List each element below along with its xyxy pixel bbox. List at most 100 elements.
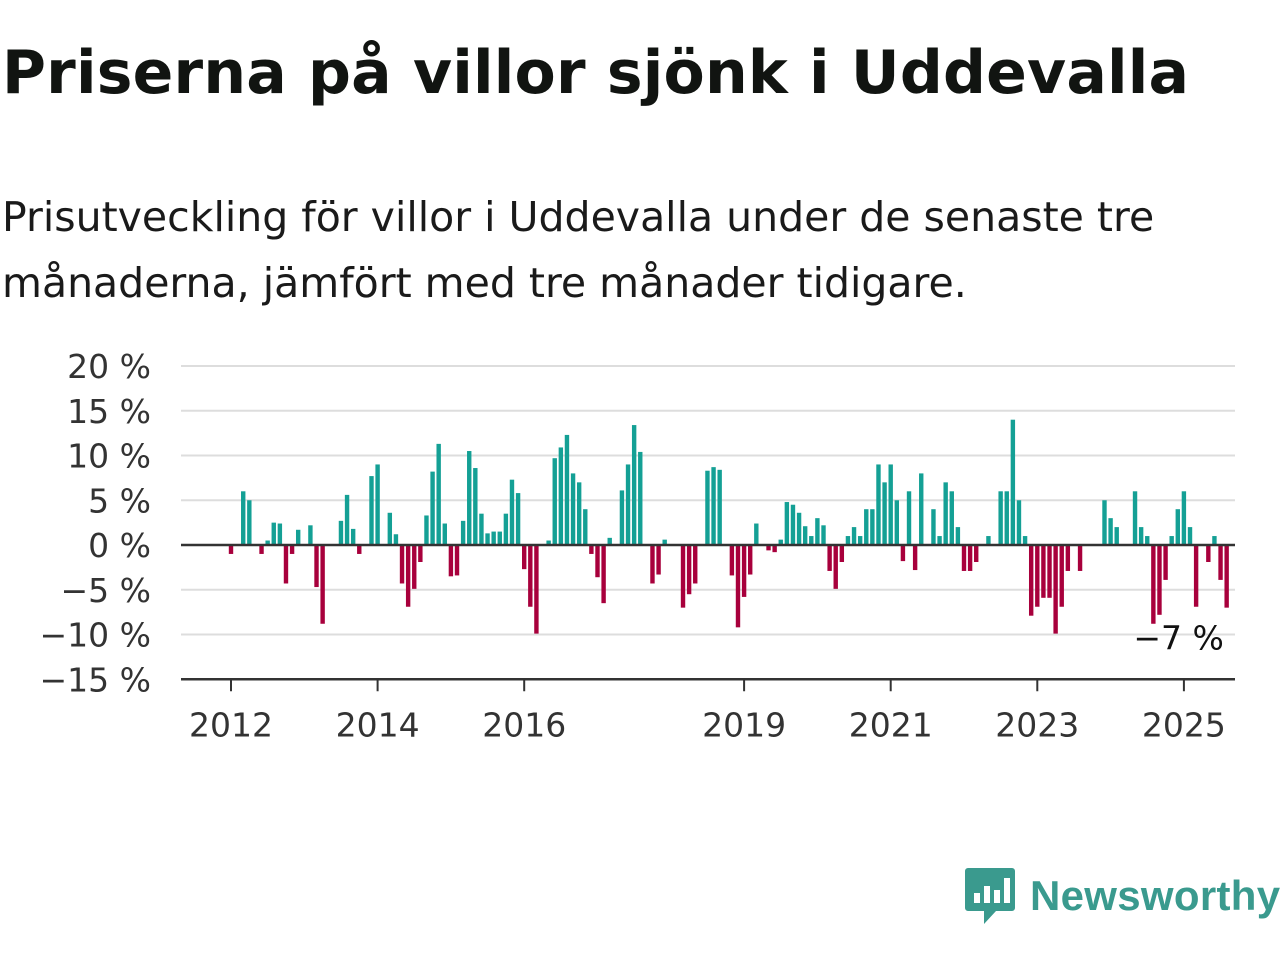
bar <box>509 479 515 545</box>
bar <box>247 500 252 545</box>
bar <box>1108 518 1113 545</box>
bar <box>387 512 393 545</box>
bar <box>1138 527 1144 545</box>
bar <box>583 509 588 545</box>
bar <box>876 464 881 545</box>
bar <box>1028 545 1034 616</box>
bar <box>729 545 735 576</box>
bar <box>576 482 582 545</box>
bar <box>931 509 936 545</box>
bar <box>283 545 289 584</box>
bar <box>1157 545 1162 615</box>
bar <box>570 473 576 545</box>
last-value-annotation: −7 % <box>1133 619 1224 658</box>
x-tick-label: 2014 <box>336 705 420 744</box>
bar <box>711 467 716 545</box>
bar <box>1077 545 1083 571</box>
bar <box>802 526 808 545</box>
bar <box>595 545 600 578</box>
y-tick-label: −10 % <box>40 616 152 655</box>
bar <box>424 515 429 545</box>
brand-name: Newsworthy <box>1030 872 1280 919</box>
bar <box>485 533 490 545</box>
bar <box>1053 545 1058 634</box>
bar <box>1163 545 1168 580</box>
y-tick-label: 20 % <box>67 347 151 386</box>
axes <box>181 543 1235 681</box>
bar <box>961 545 967 571</box>
bar <box>1022 536 1028 545</box>
bars <box>228 419 1229 634</box>
bar <box>259 545 264 554</box>
bar <box>1224 545 1229 608</box>
bar <box>1059 545 1064 607</box>
bar <box>949 491 954 545</box>
bar <box>295 529 301 545</box>
bar <box>515 493 521 545</box>
bar <box>1035 545 1040 607</box>
bar <box>491 531 496 545</box>
bar-chart: 20 %15 %10 %5 %0 %−5 %−10 %−15 % 2012 201… <box>40 347 1235 744</box>
bar <box>454 545 460 576</box>
x-tick-label: 2019 <box>702 705 786 744</box>
bar <box>656 545 661 575</box>
bar <box>686 545 692 595</box>
bar <box>1212 536 1217 545</box>
bar <box>479 513 484 545</box>
bar <box>1181 491 1187 545</box>
bar <box>503 513 509 545</box>
bar <box>1187 527 1193 545</box>
y-tick-label: 0 % <box>88 526 151 565</box>
bar <box>888 464 893 545</box>
bar <box>564 434 570 545</box>
bar <box>815 518 820 545</box>
bar <box>350 528 356 545</box>
bar <box>796 512 802 545</box>
bar <box>558 447 564 545</box>
chart-title: Priserna på villor sjönk i Uddevalla <box>2 38 1190 108</box>
bar <box>900 545 906 562</box>
bar <box>919 473 924 545</box>
bar <box>338 520 344 545</box>
bar <box>906 491 912 545</box>
bar <box>1193 545 1199 607</box>
bar <box>717 469 722 545</box>
bar <box>638 451 643 545</box>
bar <box>766 545 771 551</box>
x-tick-label: 2023 <box>995 705 1079 744</box>
bar <box>1132 491 1138 545</box>
bar <box>772 545 777 553</box>
bar <box>1175 509 1180 545</box>
bar <box>1004 491 1009 545</box>
bar <box>589 545 594 554</box>
bar <box>845 536 851 545</box>
bar <box>625 464 631 545</box>
bar <box>522 545 527 570</box>
y-axis-ticks: 20 % 15 % 10 % 5 % 0 % −5 % −10 % −15 % <box>40 347 152 699</box>
y-tick-label: 15 % <box>67 392 151 431</box>
bar <box>265 540 270 545</box>
bar <box>277 523 283 545</box>
bar <box>228 545 234 554</box>
bar <box>754 523 759 545</box>
bar <box>497 531 502 545</box>
bar <box>357 545 362 554</box>
bar <box>882 482 887 545</box>
bar <box>833 545 838 589</box>
y-tick-label: −5 % <box>61 571 152 610</box>
bar <box>955 527 961 545</box>
bar <box>650 545 655 584</box>
bar <box>369 476 374 545</box>
bar <box>894 500 900 545</box>
x-tick-label: 2012 <box>189 705 273 744</box>
bar <box>344 494 350 545</box>
bar <box>1010 419 1016 545</box>
bar <box>619 490 625 545</box>
bar <box>809 536 814 545</box>
bar <box>320 545 325 624</box>
bar <box>857 536 863 545</box>
bar <box>528 545 533 607</box>
x-axis-ticks: 2012 2014 2016 2019 2021 2023 2025 <box>189 679 1226 744</box>
bar <box>735 545 741 628</box>
bar <box>1114 527 1119 545</box>
